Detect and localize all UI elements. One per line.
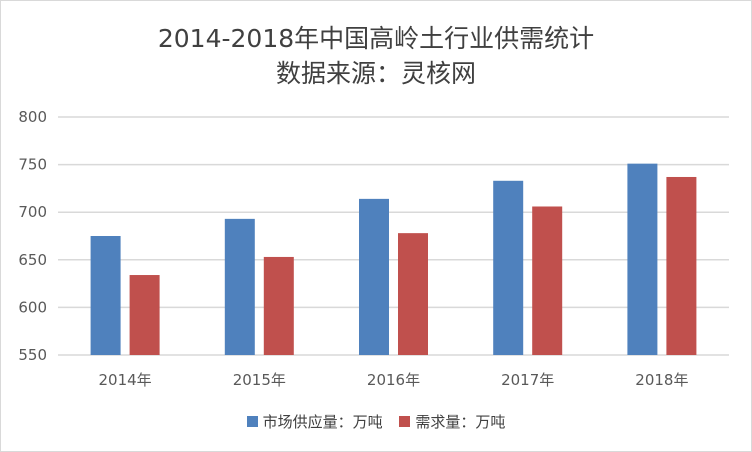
bar-demand	[532, 206, 563, 355]
x-tick-label: 2014年	[99, 371, 152, 389]
legend-item-demand: 需求量：万吨	[399, 411, 505, 432]
bar-demand	[129, 275, 160, 355]
legend-label-demand: 需求量：万吨	[415, 413, 506, 431]
y-tick-label: 800	[18, 108, 47, 126]
x-tick-label: 2016年	[367, 371, 420, 389]
y-tick-label: 650	[18, 251, 47, 269]
bar-demand	[263, 256, 294, 355]
legend-swatch-demand	[399, 416, 411, 427]
bar-supply	[627, 163, 658, 355]
legend: 市场供应量：万吨 需求量：万吨	[1, 411, 751, 432]
legend-label-supply: 市场供应量：万吨	[262, 413, 383, 431]
legend-item-supply: 市场供应量：万吨	[246, 411, 383, 432]
chart-subtitle: 数据来源：灵核网	[275, 59, 476, 88]
y-tick-label: 750	[18, 156, 47, 174]
legend-swatch-supply	[246, 416, 258, 427]
y-tick-label: 700	[18, 203, 47, 221]
bar-demand	[666, 176, 697, 355]
bar-supply	[359, 198, 389, 355]
x-tick-label: 2015年	[233, 371, 286, 389]
x-tick-label: 2017年	[501, 371, 554, 389]
bar-demand	[398, 233, 428, 355]
bar-supply	[493, 180, 524, 355]
y-tick-label: 550	[18, 346, 47, 364]
bar-supply	[224, 218, 255, 355]
x-tick-label: 2018年	[635, 371, 688, 389]
y-tick-label: 600	[18, 298, 47, 316]
chart-title: 2014-2018年中国高岭土行业供需统计	[157, 24, 595, 53]
bar-supply	[90, 236, 121, 355]
